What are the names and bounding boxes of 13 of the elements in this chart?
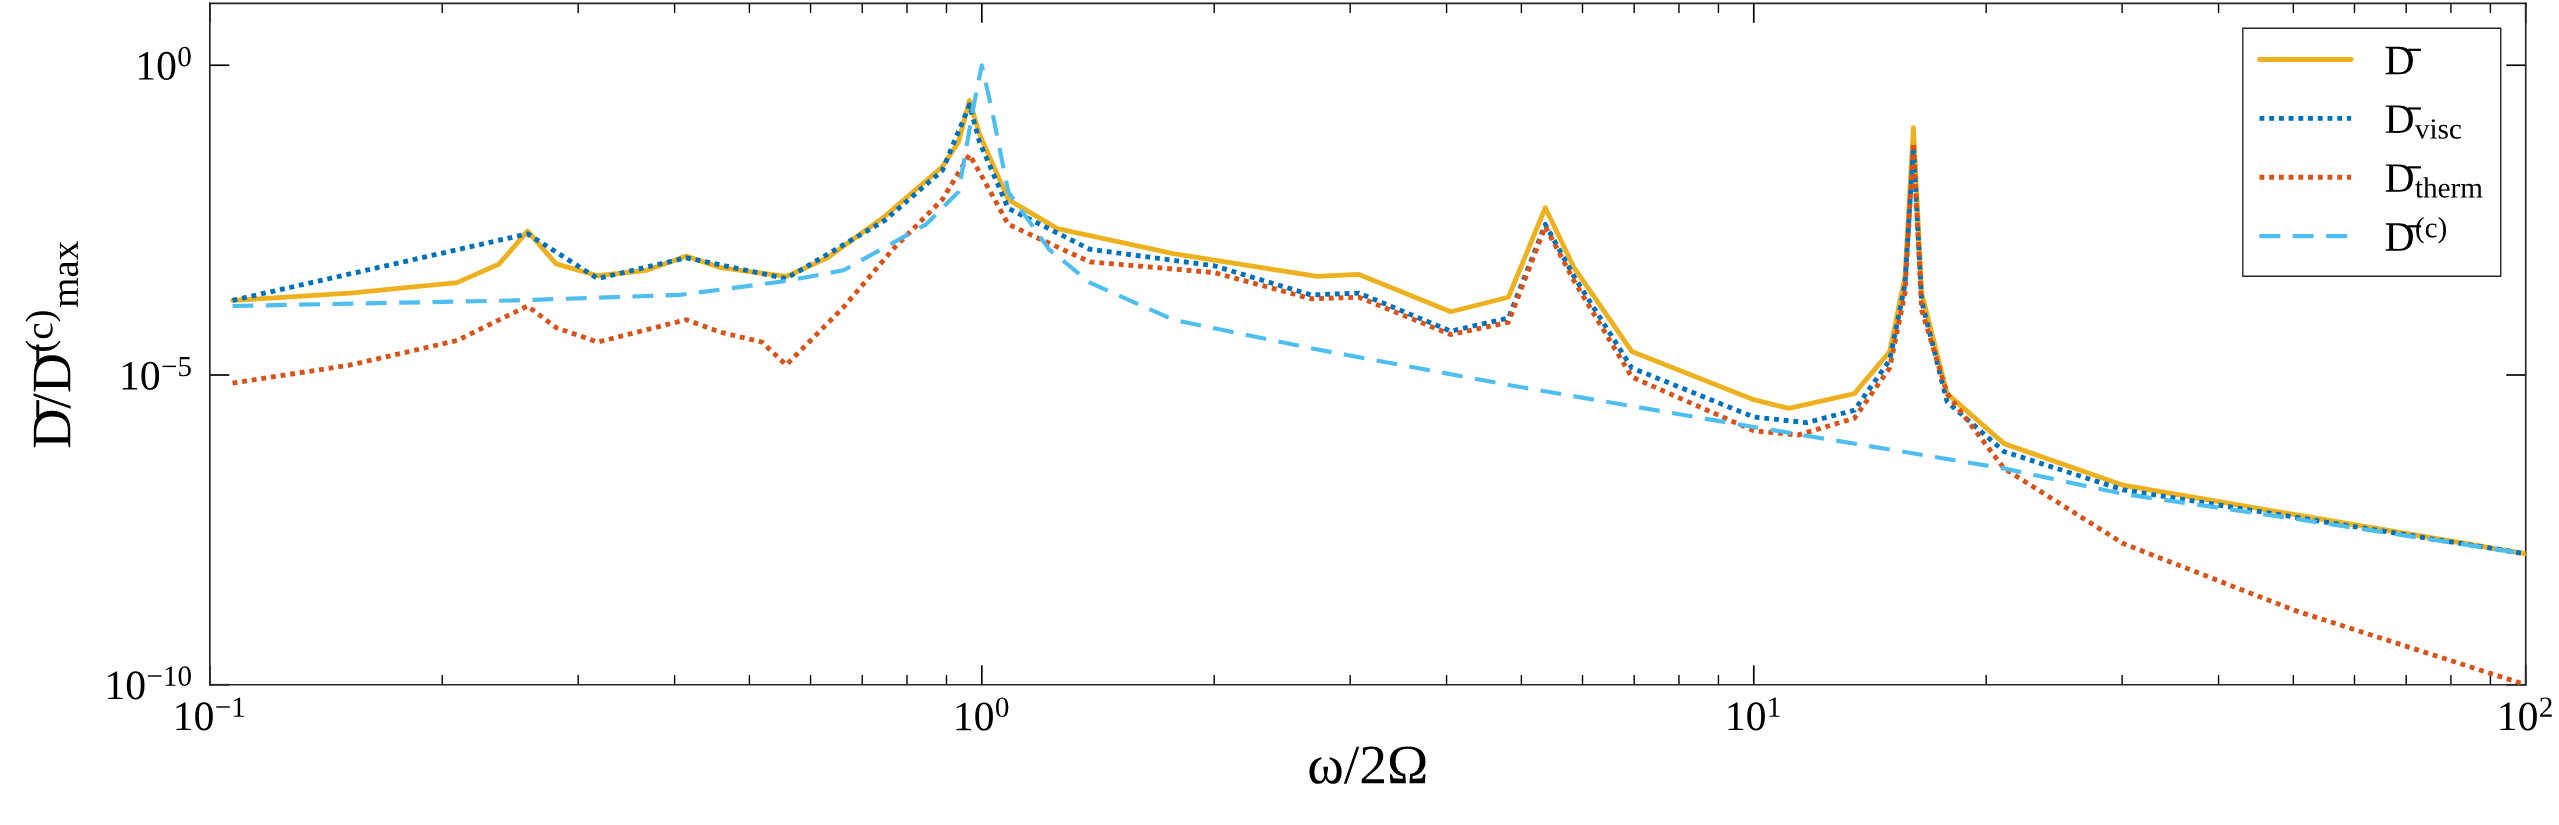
legend-label: D̄ (2385, 46, 2421, 75)
x-axis-title: ω/2Ω (1309, 746, 1426, 784)
x-tick-label: 10$^{−1}$ (176, 697, 245, 731)
legend-label: D̄$_{visc}$ (2385, 105, 2461, 139)
x-tick-label: 10$^{2}$ (2500, 697, 2552, 731)
y-tick-label: 10$^{0}$ (138, 46, 191, 80)
legend-label: D̄$^{(c)}$ (2385, 217, 2446, 251)
x-tick-label: 10$^{1}$ (1728, 697, 1780, 731)
y-tick-label: 10$^{−5}$ (122, 356, 191, 390)
y-axis-title: D̄/D̄$^{(c)}$$_{max}$ (25, 241, 79, 448)
legend-label: D̄$_{therm}$ (2385, 164, 2483, 198)
x-tick-label: 10$^{0}$ (956, 697, 1009, 731)
y-tick-label: 10$^{−10}$ (108, 666, 191, 700)
